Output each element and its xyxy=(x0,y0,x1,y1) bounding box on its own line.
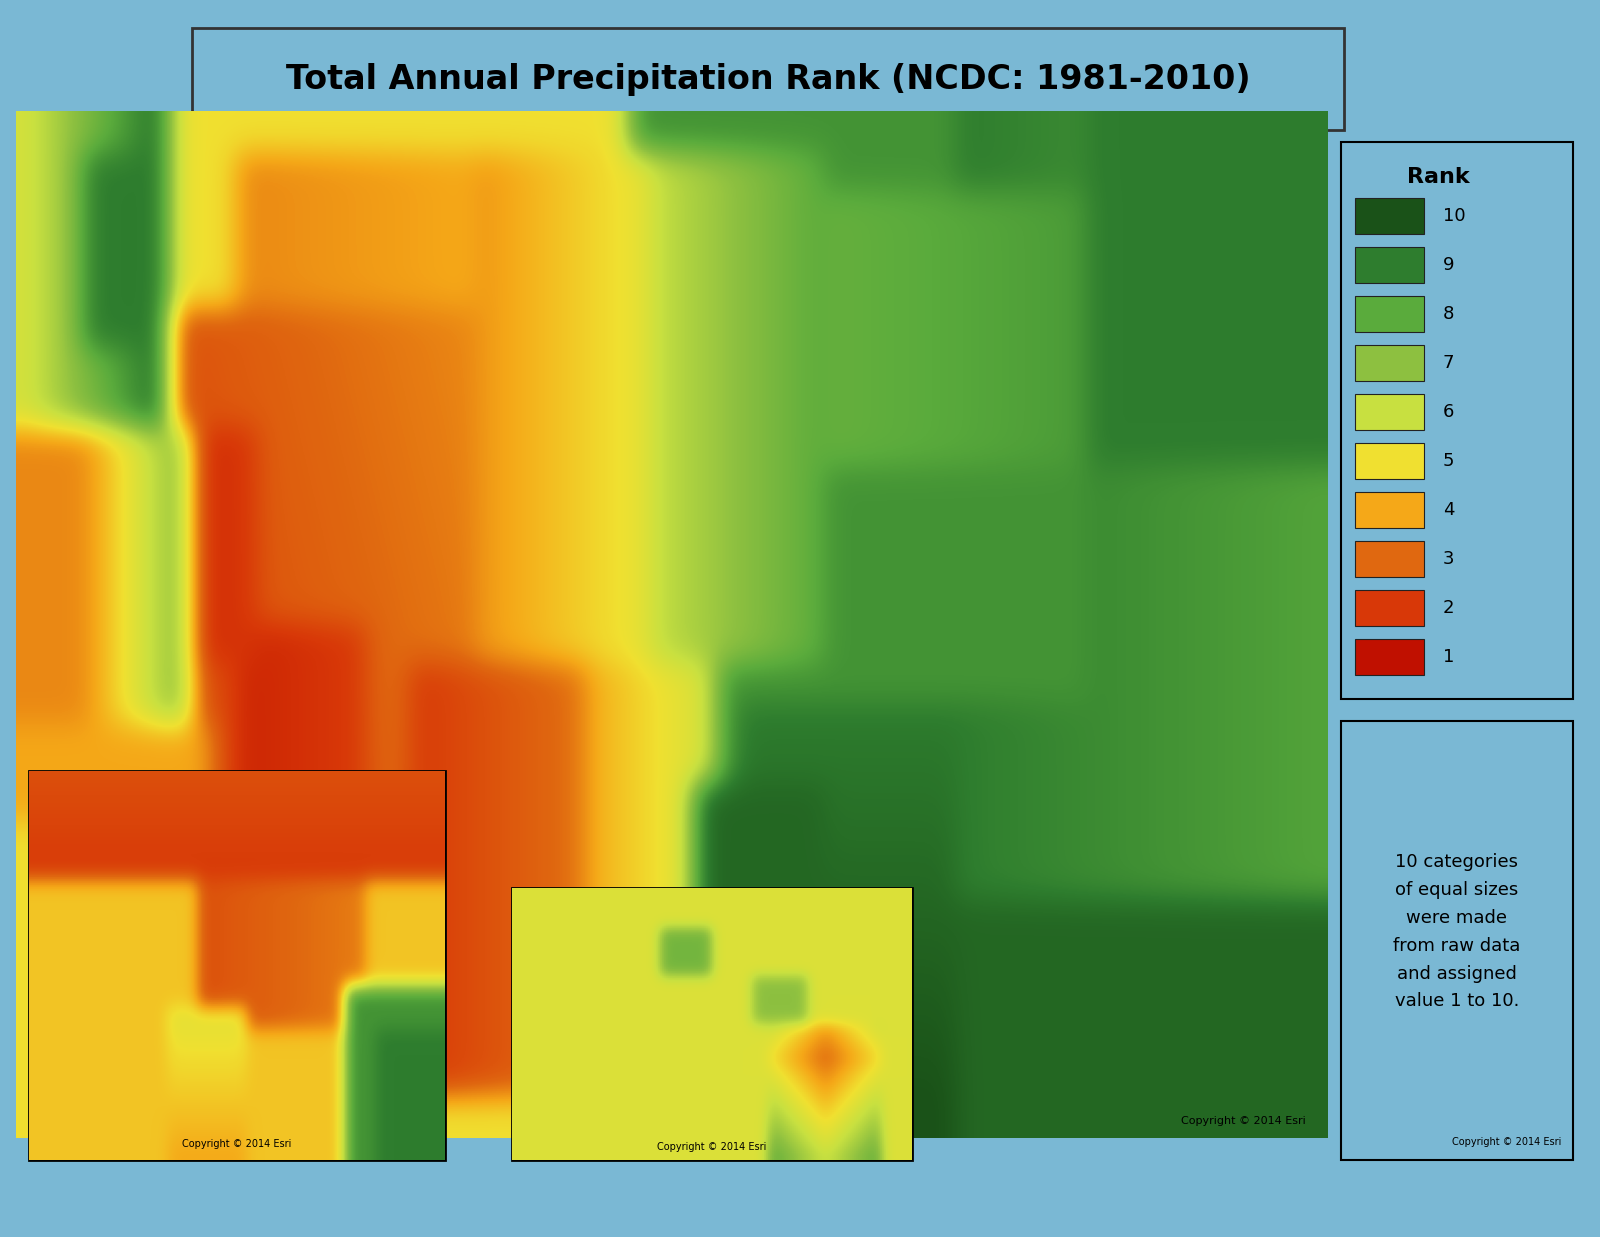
Text: 7: 7 xyxy=(1443,354,1454,372)
Text: 4: 4 xyxy=(1443,501,1454,520)
Text: Copyright © 2014 Esri: Copyright © 2014 Esri xyxy=(1181,1116,1306,1126)
Bar xyxy=(1355,345,1424,381)
Bar xyxy=(1355,443,1424,479)
Text: 10 categories
of equal sizes
were made
from raw data
and assigned
value 1 to 10.: 10 categories of equal sizes were made f… xyxy=(1394,854,1520,1011)
Bar xyxy=(1355,541,1424,576)
Text: 10: 10 xyxy=(1443,207,1466,225)
Text: Copyright © 2014 Esri: Copyright © 2014 Esri xyxy=(182,1138,291,1149)
Text: Rank: Rank xyxy=(1406,167,1469,187)
Text: 6: 6 xyxy=(1443,403,1454,421)
Text: 8: 8 xyxy=(1443,306,1454,323)
Bar xyxy=(1355,393,1424,430)
Text: Copyright © 2014 Esri: Copyright © 2014 Esri xyxy=(1451,1137,1562,1147)
Bar xyxy=(1355,247,1424,283)
Bar xyxy=(1355,590,1424,626)
Text: 2: 2 xyxy=(1443,599,1454,617)
Bar xyxy=(1355,492,1424,528)
Text: 1: 1 xyxy=(1443,648,1454,666)
Bar xyxy=(1355,638,1424,675)
Text: 9: 9 xyxy=(1443,256,1454,275)
Text: 3: 3 xyxy=(1443,550,1454,568)
Bar xyxy=(512,888,912,1160)
Bar xyxy=(29,771,445,1160)
Text: Copyright © 2014 Esri: Copyright © 2014 Esri xyxy=(658,1142,766,1152)
Bar xyxy=(1355,198,1424,234)
Text: © Brian Brettschneider, 2015: © Brian Brettschneider, 2015 xyxy=(592,1112,797,1126)
Text: 5: 5 xyxy=(1443,452,1454,470)
Text: Total Annual Precipitation Rank (NCDC: 1981-2010): Total Annual Precipitation Rank (NCDC: 1… xyxy=(286,63,1250,95)
Bar xyxy=(1355,296,1424,332)
